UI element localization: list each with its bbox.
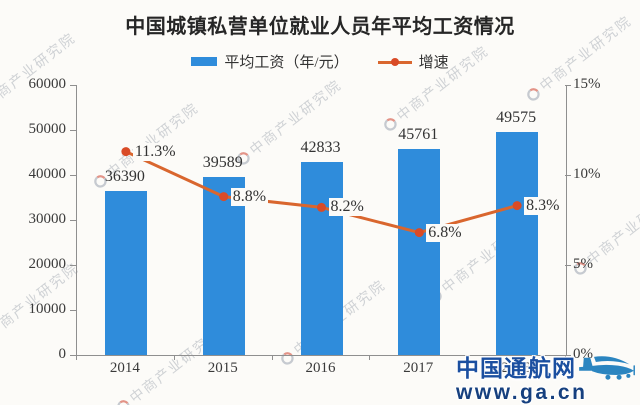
- line-value-label: 8.8%: [230, 187, 269, 206]
- y-axis-left-tick-label: 40000: [28, 166, 67, 182]
- line-value-label: 8.3%: [524, 196, 562, 215]
- x-axis-tick-label: 2018: [501, 360, 532, 376]
- y-axis-right-tick-mark: [565, 85, 571, 86]
- y-axis-left-tick-mark: [70, 265, 76, 266]
- x-axis-tick-label: 2016: [305, 360, 336, 376]
- bar: [300, 162, 343, 355]
- y-axis-right-tick-mark: [565, 355, 571, 356]
- line-point: [414, 228, 424, 238]
- bar: [104, 191, 147, 355]
- line-series-marker: [377, 57, 412, 66]
- logo-text: 中国通航网: [456, 354, 576, 381]
- y-axis-right-tick-mark: [565, 265, 571, 266]
- y-axis-left-tick-mark: [70, 130, 76, 131]
- line-value-label: 6.8%: [426, 223, 464, 242]
- y-axis-left-tick-mark: [70, 85, 76, 86]
- x-axis-tick-label: 2015: [207, 360, 238, 376]
- line-point: [317, 202, 326, 212]
- x-axis-tick-mark: [271, 355, 273, 360]
- bar: [496, 131, 539, 355]
- line-point: [219, 192, 229, 202]
- x-axis-tick-label: 2017: [403, 360, 434, 376]
- x-axis-tick-mark: [76, 355, 77, 360]
- y-axis-left-tick-mark: [70, 175, 76, 176]
- y-axis-left-tick-label: 0: [58, 346, 67, 362]
- y-axis-right-tick-label: 15%: [573, 76, 601, 92]
- y-axis-left-tick-mark: [70, 310, 76, 311]
- x-axis-tick-mark: [565, 355, 566, 360]
- bar-series-swatch: [191, 56, 218, 66]
- logo-url: www.ga.cn: [456, 381, 588, 404]
- line-marker-dot: [390, 57, 399, 66]
- line-value-label: 11.3%: [132, 142, 178, 161]
- y-axis-right-tick-label: 10%: [573, 166, 601, 182]
- y-axis-left-tick-label: 10000: [28, 301, 67, 317]
- plot-area: [76, 85, 567, 356]
- y-axis-left-tick-label: 20000: [28, 256, 67, 272]
- chart-title: 中国城镇私营单位就业人员年平均工资情况: [125, 16, 515, 38]
- bar-series-label: 平均工资（年/元）: [224, 54, 349, 71]
- bar: [202, 176, 245, 355]
- x-axis-tick-mark: [467, 355, 469, 360]
- legend: 平均工资（年/元） 增速: [0, 50, 640, 72]
- bar-value-label: 36390: [104, 168, 145, 186]
- x-axis-tick-label: 2014: [109, 360, 140, 376]
- bar: [398, 149, 441, 355]
- bar-value-label: 42833: [300, 139, 341, 157]
- y-axis-right-tick-label: 5%: [573, 256, 593, 272]
- x-axis-tick-mark: [369, 355, 371, 360]
- line-value-label: 8.2%: [328, 198, 366, 217]
- y-axis-left-tick-label: 60000: [28, 76, 67, 92]
- x-axis-tick-mark: [173, 355, 175, 360]
- bar-value-label: 45761: [398, 126, 439, 144]
- site-logo: 中国通航网 www.ga.cn: [456, 355, 638, 403]
- airplane-icon: [579, 356, 635, 380]
- line-point: [121, 147, 131, 157]
- y-axis-right-tick-mark: [565, 175, 571, 176]
- line-series-label: 增速: [418, 54, 449, 71]
- y-axis-left-tick-label: 50000: [28, 121, 67, 137]
- watermark-logo-icon: [116, 399, 130, 405]
- line-point: [512, 201, 522, 211]
- y-axis-left-tick-label: 30000: [28, 211, 67, 227]
- bar-value-label: 39589: [202, 153, 243, 171]
- y-axis-left-tick-mark: [70, 355, 76, 356]
- bar-value-label: 49575: [496, 108, 537, 126]
- y-axis-left-tick-mark: [70, 220, 76, 221]
